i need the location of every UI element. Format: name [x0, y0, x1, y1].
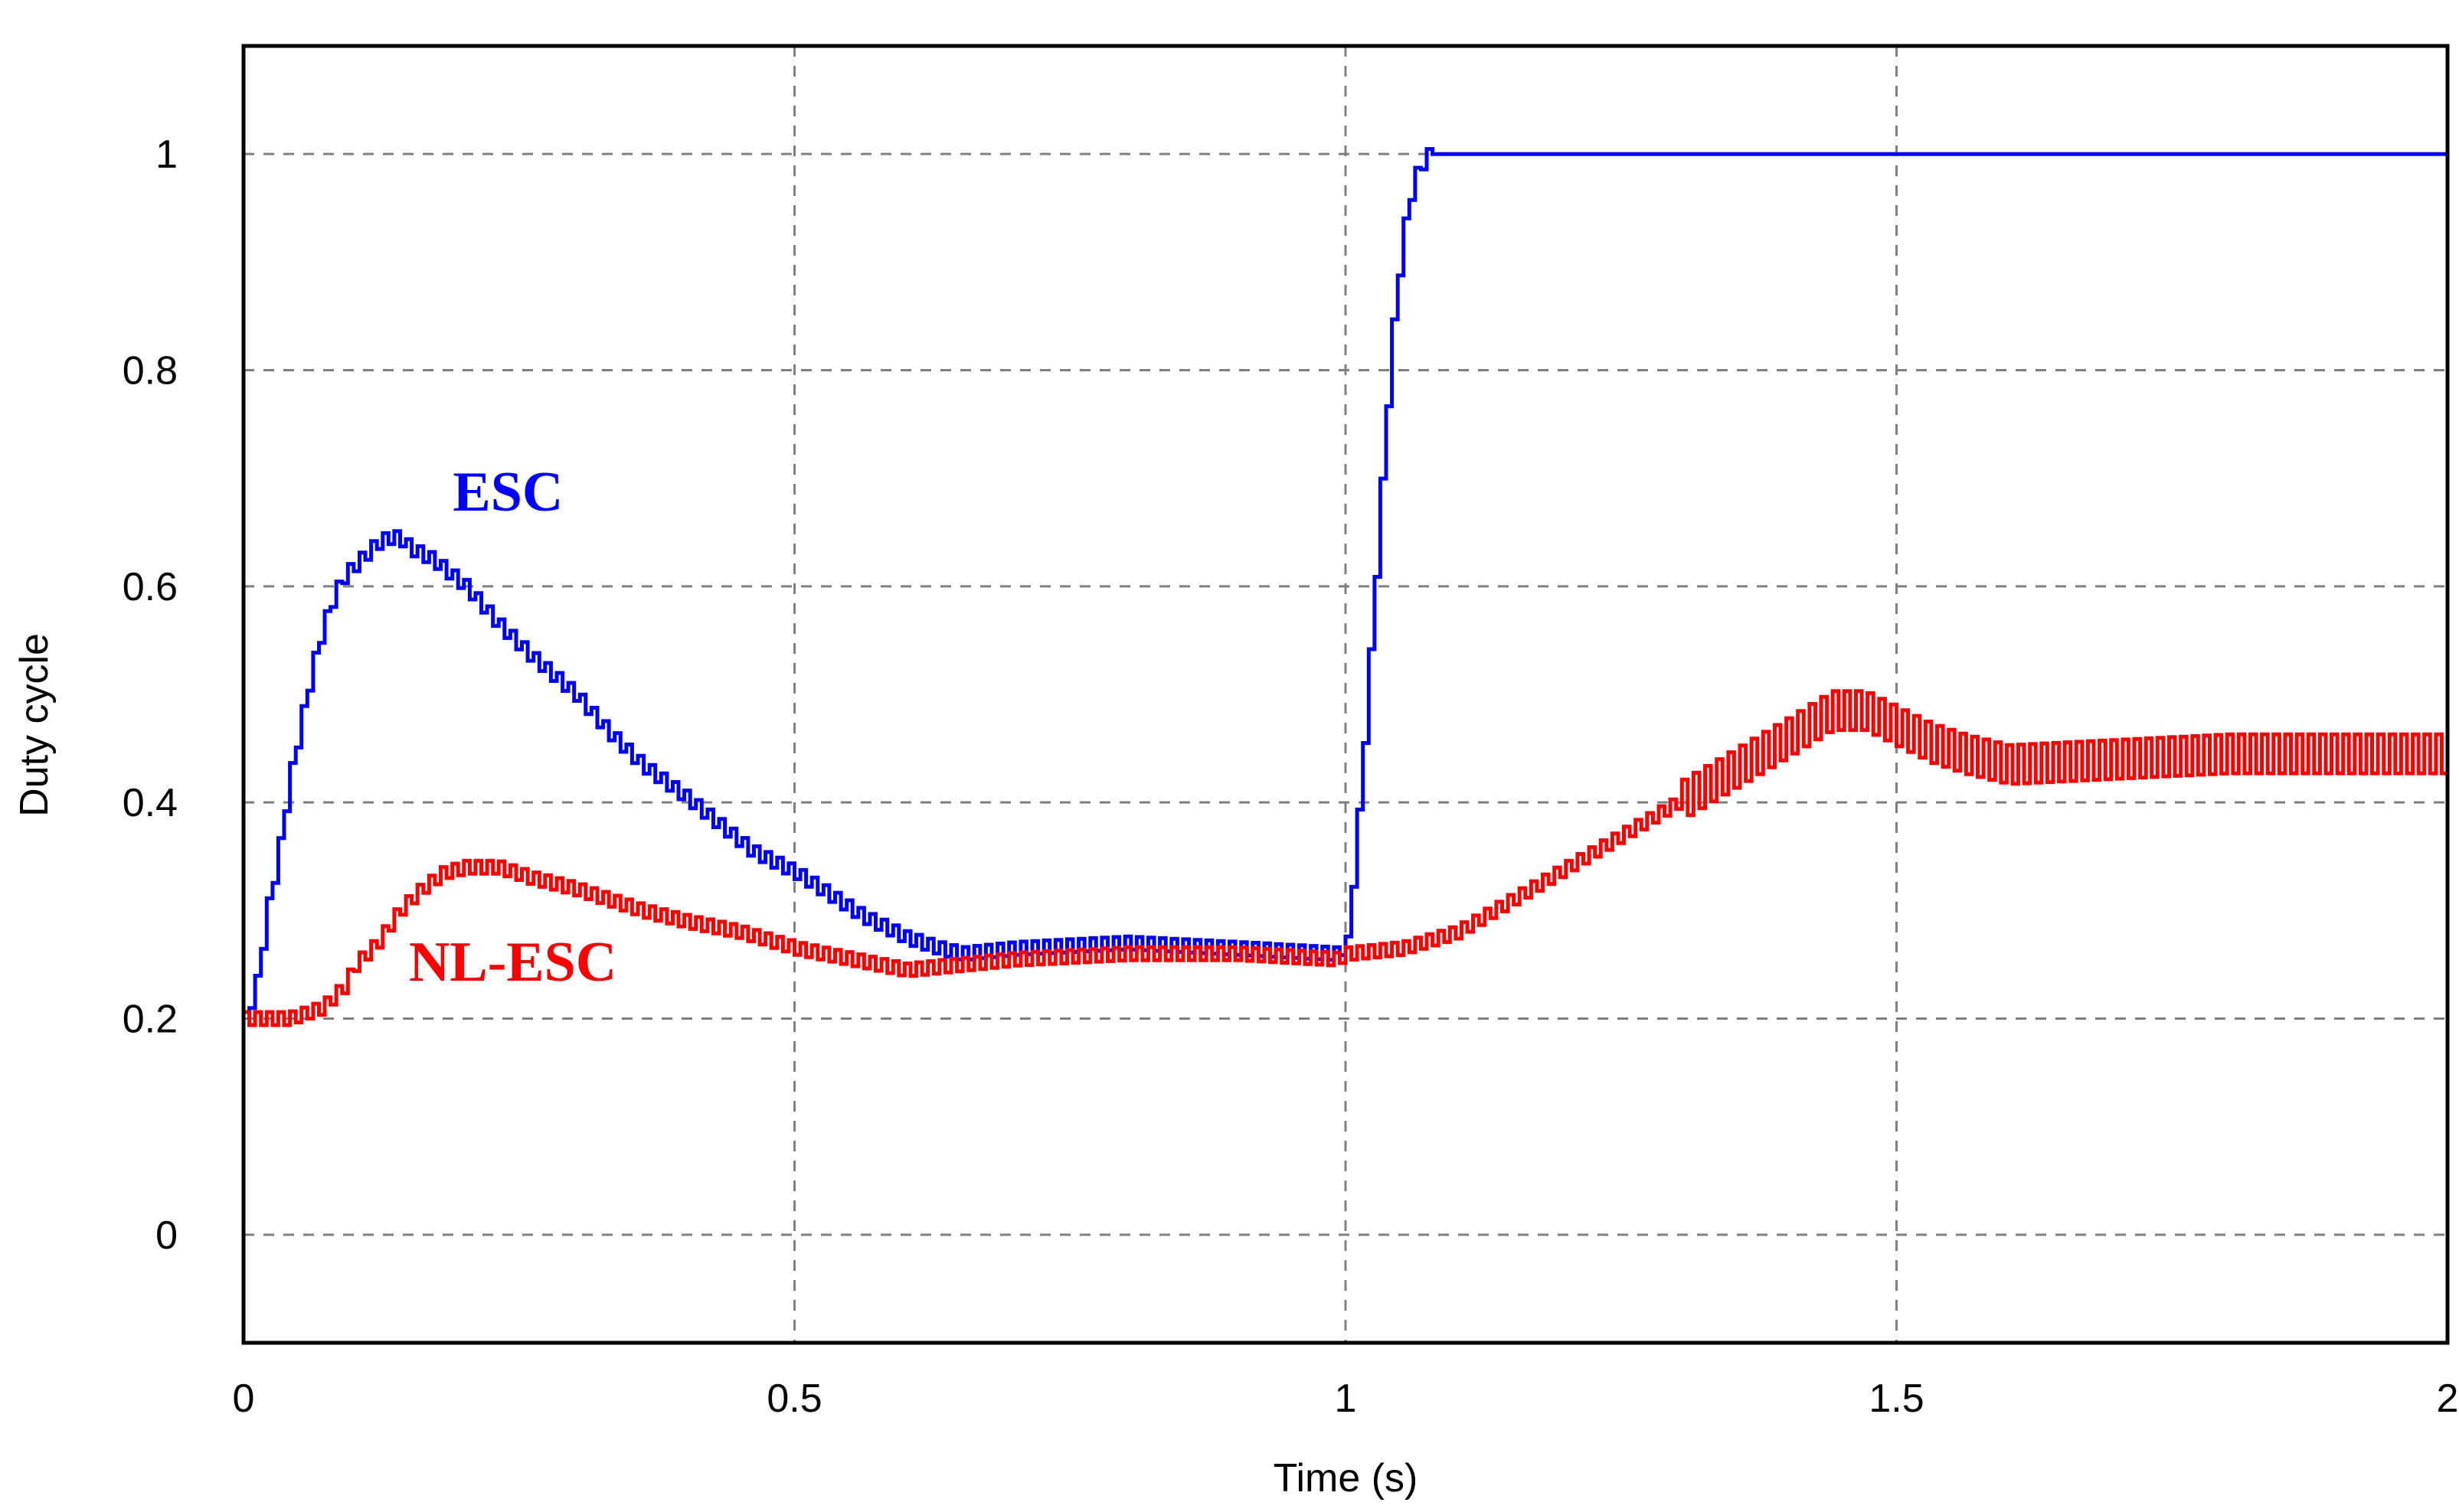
series-line-nl-esc	[244, 689, 2450, 1027]
y-tick-label: 1	[155, 132, 178, 177]
annotations: ESC NL-ESC	[409, 461, 616, 994]
plot-frame	[241, 44, 2450, 1345]
y-tick-label: 0.8	[123, 349, 178, 394]
series-annotation-nl-esc: NL-ESC	[409, 931, 616, 994]
tick-labels: 0 0.5 1 1.5 2 0 0.2 0.4 0.6 0.8 1	[123, 132, 2459, 1421]
series-line-esc	[244, 147, 2448, 1014]
y-tick-label: 0.2	[123, 998, 178, 1042]
x-tick-label: 0	[233, 1376, 255, 1421]
x-tick-label: 1	[1335, 1376, 1357, 1421]
y-axis-title: Duty cycle	[12, 633, 57, 817]
series-lines	[244, 147, 2450, 1027]
y-tick-label: 0	[155, 1213, 178, 1258]
x-tick-label: 0.5	[767, 1376, 822, 1421]
x-tick-label: 1.5	[1869, 1376, 1924, 1421]
x-tick-label: 2	[2437, 1376, 2459, 1421]
series-annotation-esc: ESC	[453, 461, 563, 524]
x-axis-title: Time (s)	[1274, 1456, 1418, 1501]
grid	[244, 46, 2448, 1343]
y-tick-label: 0.6	[123, 565, 178, 609]
y-tick-label: 0.4	[123, 781, 178, 825]
